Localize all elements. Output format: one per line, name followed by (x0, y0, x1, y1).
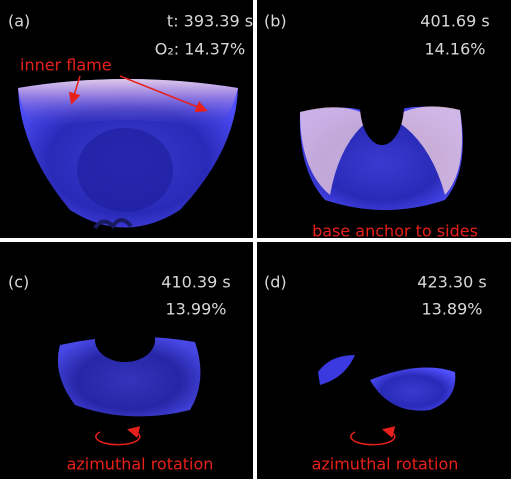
panel-label: (c) (8, 273, 29, 292)
panel-label: (a) (8, 12, 30, 31)
annotation: azimuthal rotation (67, 455, 214, 474)
figure: (a) t: 393.39 s O₂: 14.37% inner flame (… (0, 0, 511, 479)
panel-label: (b) (264, 12, 287, 31)
time: t: 393.39 s (167, 12, 253, 31)
annotation: inner flame (20, 56, 112, 75)
oxygen: 13.99% (165, 300, 226, 319)
time: 423.30 s (417, 273, 486, 292)
oxygen: 13.89% (421, 300, 482, 319)
panel-label: (d) (264, 273, 287, 292)
annotation: azimuthal rotation (312, 455, 459, 474)
oxygen: 14.16% (424, 40, 485, 59)
time: 410.39 s (161, 273, 230, 292)
time: 401.69 s (420, 12, 489, 31)
annotation: base anchor to sides (312, 222, 478, 241)
oxygen: O₂: 14.37% (155, 40, 246, 59)
page: {"panels": [ {"label": "(a)", "time": "t… (0, 0, 511, 479)
